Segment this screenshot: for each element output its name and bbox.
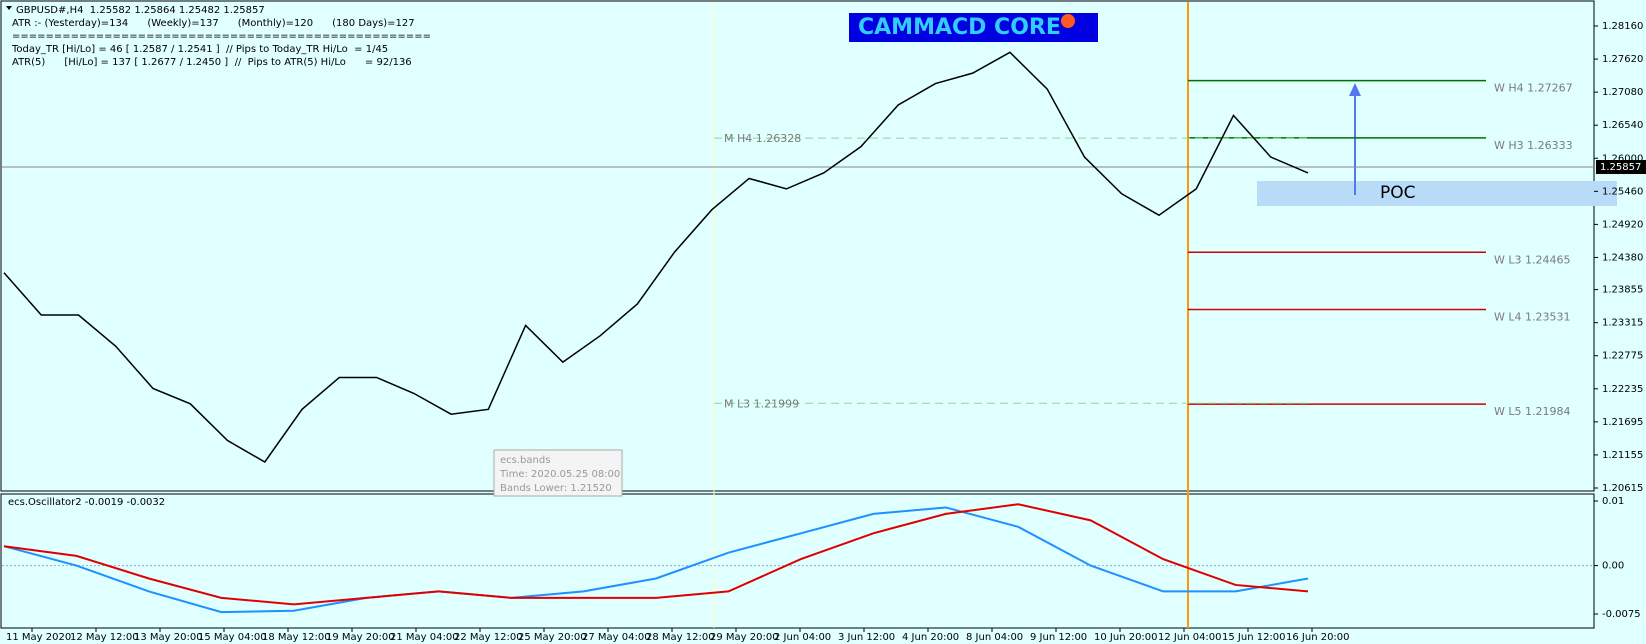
separator-line: ========================================… <box>12 31 431 42</box>
price-tick-label: 1.28160 <box>1602 21 1643 32</box>
price-tick-label: 1.25460 <box>1602 186 1643 197</box>
time-label: 18 May 12:00 <box>262 632 331 643</box>
main-pane <box>0 0 1595 492</box>
price-tick-label: 1.24380 <box>1602 252 1643 263</box>
time-label: 8 Jun 04:00 <box>966 632 1023 643</box>
time-label: 12 May 12:00 <box>70 632 139 643</box>
price-tick-label: 1.22235 <box>1602 384 1643 395</box>
oscillator-pane <box>0 493 1595 629</box>
time-label: 10 Jun 20:00 <box>1094 632 1158 643</box>
today-tr-line: Today_TR [Hi/Lo] = 46 [ 1.2587 / 1.2541 … <box>11 44 388 55</box>
time-label: 19 May 20:00 <box>326 632 395 643</box>
level-label: W L3 1.24465 <box>1494 253 1570 266</box>
current-price-label: 1.25857 <box>1600 162 1641 173</box>
time-label: 2 Jun 04:00 <box>774 632 831 643</box>
price-tick-label: 1.26540 <box>1602 120 1643 131</box>
price-tick-label: 1.27080 <box>1602 87 1643 98</box>
current-price-box <box>1596 160 1646 175</box>
price-tick-label: 1.20615 <box>1602 483 1643 494</box>
time-label: 4 Jun 20:00 <box>902 632 959 643</box>
level-label: M L3 1.21999 <box>724 397 799 410</box>
oscillator-line <box>3 506 1309 614</box>
poc-label: POC <box>1380 183 1416 203</box>
time-label: 27 May 04:00 <box>582 632 651 643</box>
time-label: 28 May 12:00 <box>646 632 715 643</box>
tooltip-box <box>493 449 623 497</box>
time-label: 3 Jun 12:00 <box>838 632 895 643</box>
osc-tick-label: 0.01 <box>1602 496 1624 507</box>
osc-tick-label: 0.00 <box>1602 561 1624 572</box>
time-label: 25 May 20:00 <box>518 632 587 643</box>
time-label: 22 May 12:00 <box>454 632 523 643</box>
tooltip: ecs.bands Time: 2020.05.25 08:00 Bands L… <box>493 449 623 497</box>
price-tick-label: 1.21695 <box>1602 417 1643 428</box>
badge-text: CAMMACD CORE <box>858 15 1061 40</box>
time-label: 29 May 20:00 <box>710 632 779 643</box>
tooltip-line: Time: 2020.05.25 08:00 <box>499 469 620 480</box>
price-tick-label: 1.23855 <box>1602 285 1643 296</box>
price-tick-label: 1.26000 <box>1602 153 1643 164</box>
price-tick-label: 1.27620 <box>1602 54 1643 65</box>
price-tick-label: 1.23315 <box>1602 318 1643 329</box>
target-arrow-head <box>1349 83 1361 96</box>
osc-tick-label: -0.0075 <box>1602 609 1641 620</box>
time-label: 11 May 2020 <box>6 632 71 643</box>
level-label: W L4 1.23531 <box>1494 310 1570 323</box>
badge <box>849 13 1098 42</box>
time-label: 12 Jun 04:00 <box>1158 632 1222 643</box>
price-tick-label: 1.22775 <box>1602 351 1643 362</box>
tooltip-line: Bands Lower: 1.21520 <box>500 483 612 494</box>
time-label: 16 Jun 20:00 <box>1286 632 1350 643</box>
atr5-line: ATR(5) [Hi/Lo] = 137 [ 1.2677 / 1.2450 ]… <box>12 57 412 68</box>
oscillator-line <box>3 503 1309 606</box>
poc-zone <box>1257 181 1617 206</box>
tooltip-line: ecs.bands <box>500 455 550 466</box>
level-label: W H4 1.27267 <box>1494 82 1573 95</box>
time-label: 15 Jun 12:00 <box>1222 632 1286 643</box>
time-label: 15 May 04:00 <box>198 632 267 643</box>
level-label: W L5 1.21984 <box>1494 405 1570 418</box>
time-label: 9 Jun 12:00 <box>1030 632 1087 643</box>
price-tick-label: 1.24920 <box>1602 219 1643 230</box>
menu-triangle[interactable] <box>6 6 12 10</box>
atr-line: ATR :- (Yesterday)=134 (Weekly)=137 (Mon… <box>12 18 415 29</box>
price-tick-label: 1.21155 <box>1602 450 1643 461</box>
level-label: M H4 1.26328 <box>724 132 801 145</box>
price-line <box>3 51 1309 463</box>
time-label: 13 May 20:00 <box>134 632 203 643</box>
level-label: W H3 1.26333 <box>1494 139 1573 152</box>
time-label: 21 May 04:00 <box>390 632 459 643</box>
signal-dot <box>1061 14 1075 28</box>
symbol-line: GBPUSD#,H4 1.25582 1.25864 1.25482 1.258… <box>16 5 265 16</box>
oscillator-label: ecs.Oscillator2 -0.0019 -0.0032 <box>8 497 165 508</box>
